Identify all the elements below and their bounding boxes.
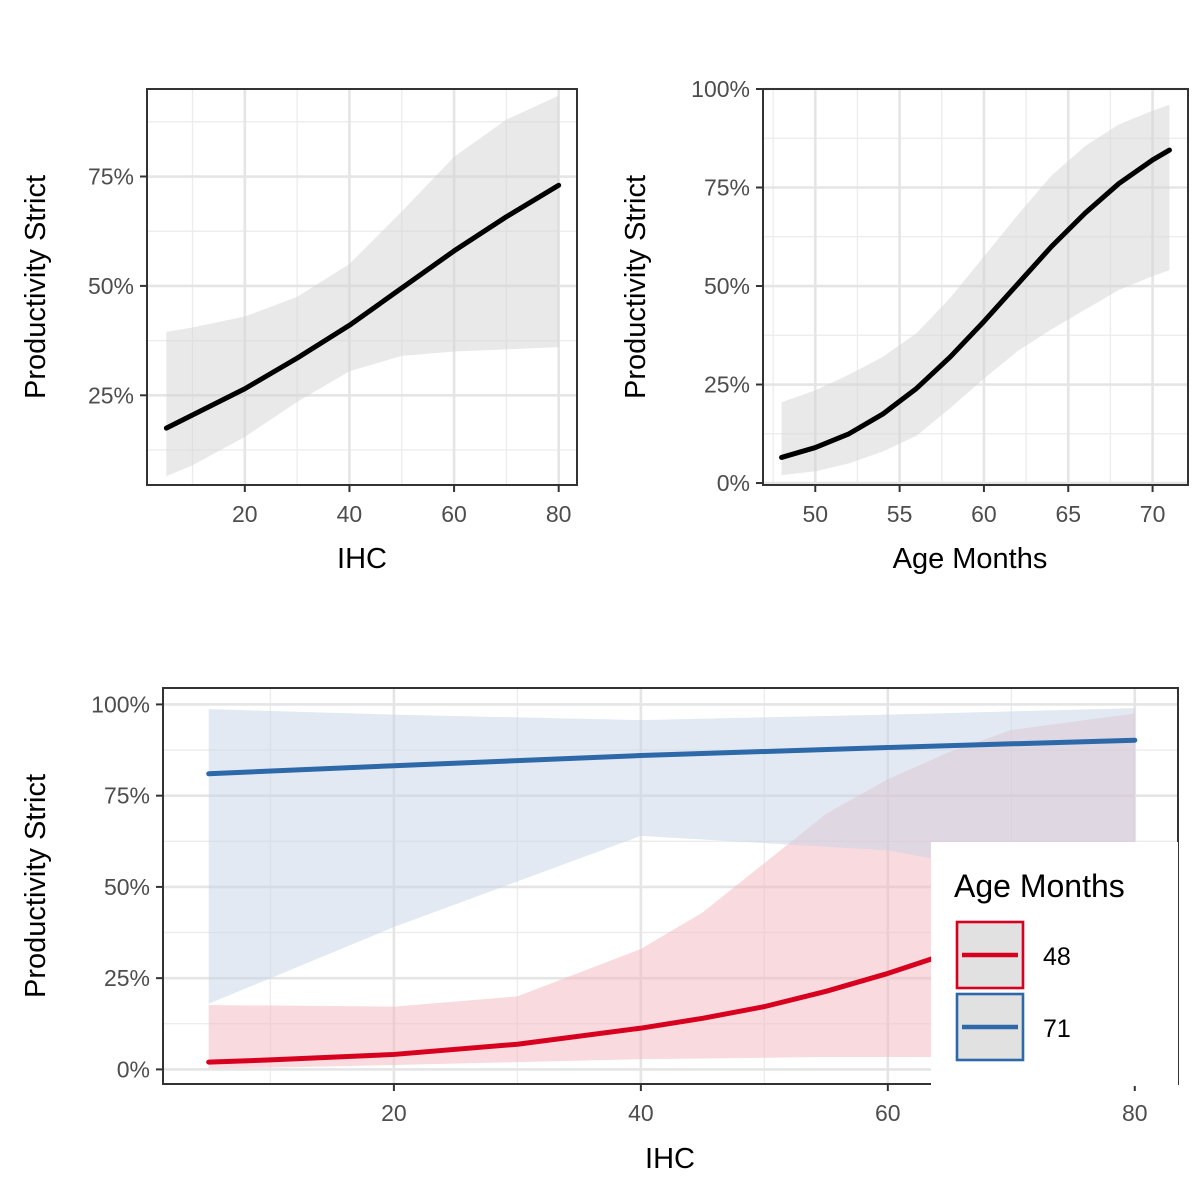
- panel-interaction-x-axis-title: IHC: [645, 1143, 695, 1175]
- panel-ihc: 20 40 60 80 25% 50% 75% IHC Productivity Stri…: [20, 88, 578, 575]
- panel-interaction-x-ticks: 20 40 60 80: [381, 1084, 1148, 1126]
- y-tick-label: 75%: [704, 175, 750, 201]
- panel-ihc-x-ticks: 20 40 60 80: [232, 485, 571, 527]
- x-tick-label: 65: [1055, 501, 1081, 527]
- x-tick-label: 80: [1122, 1100, 1148, 1126]
- y-tick-label: 0%: [117, 1056, 150, 1082]
- x-tick-label: 60: [971, 501, 997, 527]
- y-tick-label: 50%: [704, 273, 750, 299]
- y-tick-label: 25%: [88, 382, 134, 408]
- confidence-band-series-0: [166, 95, 559, 477]
- y-tick-label: 75%: [104, 783, 150, 809]
- y-tick-label: 50%: [88, 273, 134, 299]
- panel-age-months: 50 55 60 65 70 0% 25% 50% 75% 100% Age Months Pr…: [620, 76, 1189, 575]
- x-tick-label: 70: [1140, 501, 1166, 527]
- x-tick-label: 55: [887, 501, 913, 527]
- fit-line-series-0: [163, 182, 562, 431]
- panel-interaction-y-ticks: 0% 25% 50% 75% 100%: [91, 691, 163, 1082]
- x-tick-label: 50: [802, 501, 828, 527]
- x-tick-label: 20: [381, 1100, 407, 1126]
- y-tick-label: 75%: [88, 164, 134, 190]
- x-tick-label: 60: [875, 1100, 901, 1126]
- panel-ihc-x-axis-title: IHC: [337, 543, 387, 575]
- x-tick-label: 20: [232, 501, 258, 527]
- legend: Age Months 48 71: [931, 842, 1178, 1086]
- confidence-band-71: [208, 708, 1135, 1004]
- x-tick-label: 80: [546, 501, 572, 527]
- y-tick-label: 100%: [691, 76, 750, 102]
- panel-interaction-y-axis-title: Productivity Strict: [20, 774, 52, 998]
- panel-age-months-y-ticks: 0% 25% 50% 75% 100%: [691, 76, 763, 496]
- legend-item-48: 48: [955, 920, 1071, 990]
- legend-label-48: 48: [1043, 943, 1071, 971]
- x-tick-label: 40: [628, 1100, 654, 1126]
- legend-item-71: 71: [955, 992, 1071, 1062]
- panel-ihc-y-axis-title: Productivity Strict: [20, 175, 52, 399]
- fit-line-series-0: [779, 147, 1172, 460]
- panel-age-months-x-axis-title: Age Months: [893, 543, 1048, 575]
- y-tick-label: 50%: [104, 874, 150, 900]
- x-tick-label: 60: [441, 501, 467, 527]
- y-tick-label: 25%: [104, 965, 150, 991]
- panel-ihc-plot-area: [147, 89, 577, 485]
- panel-age-months-y-axis-title: Productivity Strict: [620, 175, 652, 399]
- confidence-band-series-0: [781, 104, 1170, 476]
- panel-ihc-frame: [146, 88, 578, 486]
- legend-title: Age Months: [954, 868, 1125, 904]
- x-tick-label: 40: [337, 501, 363, 527]
- y-tick-label: 0%: [717, 470, 750, 496]
- panel-interaction: 20 40 60 80 0% 25% 50% 75% 100% IHC Productivit…: [20, 687, 1179, 1175]
- panel-age-months-plot-area: [763, 87, 1188, 485]
- panel-age-months-x-ticks: 50 55 60 65 70: [802, 485, 1165, 527]
- y-tick-label: 100%: [91, 691, 150, 717]
- fit-line-71: [206, 737, 1138, 777]
- panel-ihc-y-ticks: 25% 50% 75%: [88, 164, 147, 408]
- legend-label-71: 71: [1043, 1015, 1071, 1043]
- y-tick-label: 25%: [704, 372, 750, 398]
